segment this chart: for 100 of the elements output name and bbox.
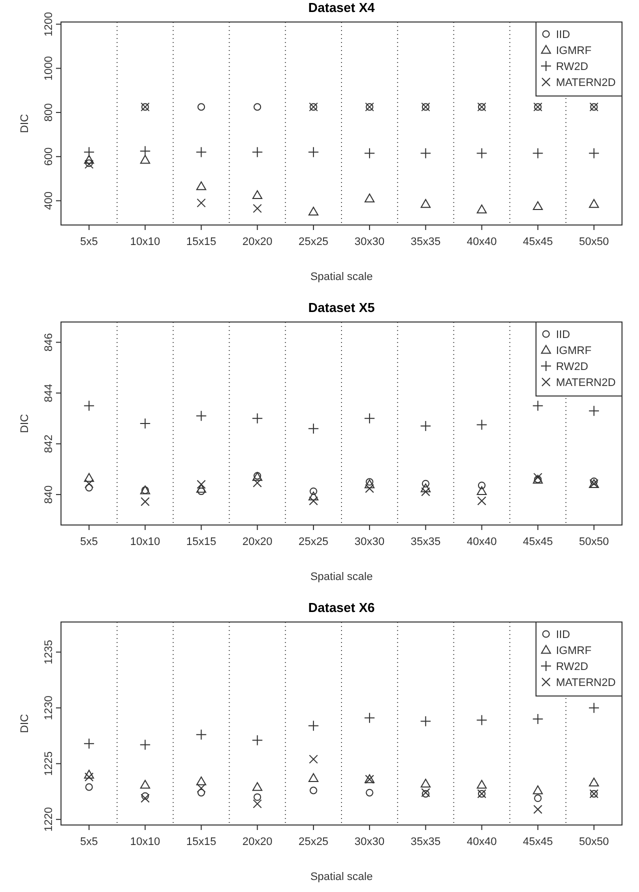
x-tick-label: 5x5 <box>80 836 98 848</box>
point <box>420 778 431 788</box>
point <box>476 419 488 430</box>
x-tick-label: 10x10 <box>130 536 160 548</box>
point <box>252 478 262 488</box>
x-tick-label: 40x40 <box>466 236 497 248</box>
x-axis-title: Spatial scale <box>310 271 373 283</box>
point <box>308 720 319 732</box>
point <box>308 492 318 500</box>
point <box>476 486 487 496</box>
y-tick-label: 1230 <box>43 696 55 720</box>
x-axis-title: Spatial scale <box>310 571 373 583</box>
x-tick-label: 25x25 <box>298 836 328 848</box>
point <box>197 487 206 496</box>
point <box>196 784 206 793</box>
point <box>84 473 94 482</box>
point <box>84 738 95 750</box>
legend-label: RW2D <box>556 661 588 673</box>
point <box>140 146 151 157</box>
point <box>364 194 375 202</box>
x-tick-label: 30x30 <box>354 536 385 548</box>
y-tick-label: 1000 <box>43 56 55 81</box>
point <box>196 146 207 158</box>
x-axis-title: Spatial scale <box>310 871 373 883</box>
point <box>366 478 374 486</box>
y-axis-title: DIC <box>19 714 31 733</box>
point <box>532 714 544 725</box>
y-axis-title: DIC <box>19 414 31 433</box>
point <box>422 480 430 488</box>
legend-label: IID <box>556 29 570 41</box>
point <box>252 782 262 791</box>
point <box>477 496 486 506</box>
y-tick-label: 1220 <box>43 807 55 832</box>
point <box>534 794 542 802</box>
point <box>364 148 376 159</box>
legend-label: RW2D <box>556 361 588 373</box>
point <box>197 103 206 111</box>
point <box>84 772 94 782</box>
y-tick-label: 1225 <box>43 751 55 776</box>
x-tick-label: 10x10 <box>130 836 160 848</box>
x-tick-label: 45x45 <box>522 236 553 248</box>
point <box>532 148 544 159</box>
x-tick-label: 35x35 <box>410 236 441 248</box>
point <box>196 729 207 740</box>
x-tick-label: 15x15 <box>186 236 216 248</box>
x-tick-label: 45x45 <box>522 836 553 848</box>
point <box>252 412 263 424</box>
legend-label: IGMRF <box>556 645 592 657</box>
x-tick-label: 40x40 <box>466 836 497 848</box>
point <box>252 734 263 746</box>
point <box>533 472 542 482</box>
point <box>420 148 432 159</box>
chart-title: Dataset X5 <box>308 300 375 315</box>
point <box>478 482 486 490</box>
x-tick-label: 30x30 <box>354 836 385 848</box>
point <box>252 799 262 808</box>
legend-label: IID <box>556 629 570 641</box>
point <box>420 716 432 727</box>
legend-label: IGMRF <box>556 45 592 57</box>
x-tick-label: 25x25 <box>298 536 328 548</box>
point <box>196 410 207 422</box>
point <box>308 423 319 434</box>
point <box>196 181 206 190</box>
x-tick-label: 20x20 <box>242 836 272 848</box>
point <box>140 780 150 789</box>
x-tick-label: 35x35 <box>410 536 441 548</box>
point <box>588 199 599 208</box>
point <box>588 148 600 159</box>
point <box>533 804 542 814</box>
point <box>197 788 206 796</box>
point <box>420 420 432 432</box>
point <box>420 199 431 208</box>
x-tick-label: 10x10 <box>130 236 160 248</box>
x-tick-label: 45x45 <box>522 536 553 548</box>
point <box>252 190 262 200</box>
point <box>532 400 544 412</box>
legend-label: IGMRF <box>556 345 592 357</box>
point <box>84 146 95 158</box>
point <box>308 146 319 158</box>
y-tick-label: 1200 <box>43 12 55 36</box>
x-tick-label: 5x5 <box>80 236 98 248</box>
x-tick-label: 50x50 <box>578 836 609 848</box>
x-tick-label: 15x15 <box>186 836 216 848</box>
point <box>421 487 430 496</box>
point <box>308 754 318 764</box>
y-tick-label: 842 <box>43 434 55 453</box>
point <box>476 714 488 726</box>
y-tick-label: 846 <box>43 333 55 352</box>
point <box>366 788 374 796</box>
x-tick-label: 30x30 <box>354 236 385 248</box>
y-tick-label: 800 <box>43 103 55 122</box>
y-tick-label: 844 <box>43 384 55 402</box>
point <box>196 776 206 786</box>
point <box>310 786 318 794</box>
point <box>84 770 94 779</box>
point <box>140 497 150 506</box>
legend-label: MATERN2D <box>556 77 616 89</box>
point <box>588 405 600 416</box>
point <box>252 146 263 158</box>
point <box>254 793 262 801</box>
